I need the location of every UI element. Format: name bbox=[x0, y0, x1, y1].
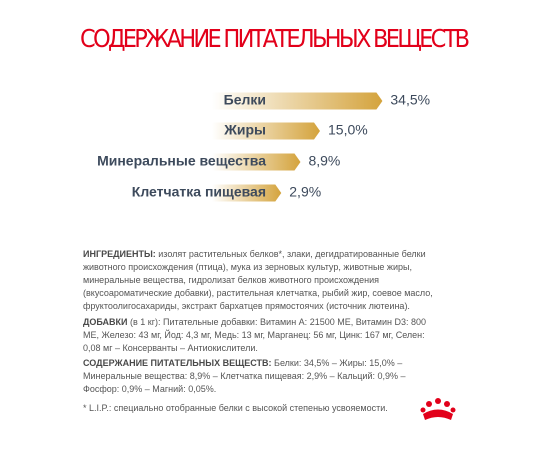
value-label: 8,9% bbox=[308, 153, 340, 169]
bar bbox=[212, 92, 383, 110]
bar bbox=[212, 122, 320, 140]
value-label: 15,0% bbox=[328, 122, 368, 138]
additives: ДОБАВКИ (в 1 кг): Питательные добавки: В… bbox=[83, 316, 443, 355]
ingredients: ИНГРЕДИЕНТЫ: изолят растительных белков*… bbox=[83, 248, 443, 313]
bar bbox=[212, 153, 301, 171]
bar bbox=[212, 184, 282, 202]
nutrients-label: СОДЕРЖАНИЕ ПИТАТЕЛЬНЫХ ВЕЩЕСТВ: bbox=[83, 358, 272, 368]
additives-label: ДОБАВКИ bbox=[83, 317, 128, 327]
chart: СОДЕРЖАНИЕ ПИТАТЕЛЬНЫХ ВЕЩЕСТВ Белки 34,5… bbox=[80, 24, 470, 202]
additives-text: Питательные добавки: Витамин A: 21500 МЕ… bbox=[83, 317, 426, 353]
ingredients-label: ИНГРЕДИЕНТЫ: bbox=[83, 249, 156, 259]
logo bbox=[420, 398, 456, 420]
value-label: 2,9% bbox=[289, 184, 321, 200]
ingredients-text: изолят растительных белков*, злаки, деги… bbox=[83, 249, 433, 311]
chart-title: СОДЕРЖАНИЕ ПИТАТЕЛЬНЫХ ВЕЩЕСТВ bbox=[80, 24, 470, 53]
footnote: * L.I.P.: специально отобранные белки с … bbox=[83, 403, 388, 413]
nutrients-text: Белки: 34,5% – Жиры: 15,0% – Минеральные… bbox=[83, 358, 406, 394]
category-label: Белки bbox=[224, 92, 266, 108]
category-label: Клетчатка пищевая bbox=[132, 184, 266, 200]
additives-unit: (в 1 кг): bbox=[130, 317, 161, 327]
nutrients: СОДЕРЖАНИЕ ПИТАТЕЛЬНЫХ ВЕЩЕСТВ: Белки: 3… bbox=[83, 357, 443, 396]
category-label: Минеральные вещества bbox=[97, 153, 266, 169]
value-label: 34,5% bbox=[390, 92, 430, 108]
category-label: Жиры bbox=[223, 122, 266, 138]
